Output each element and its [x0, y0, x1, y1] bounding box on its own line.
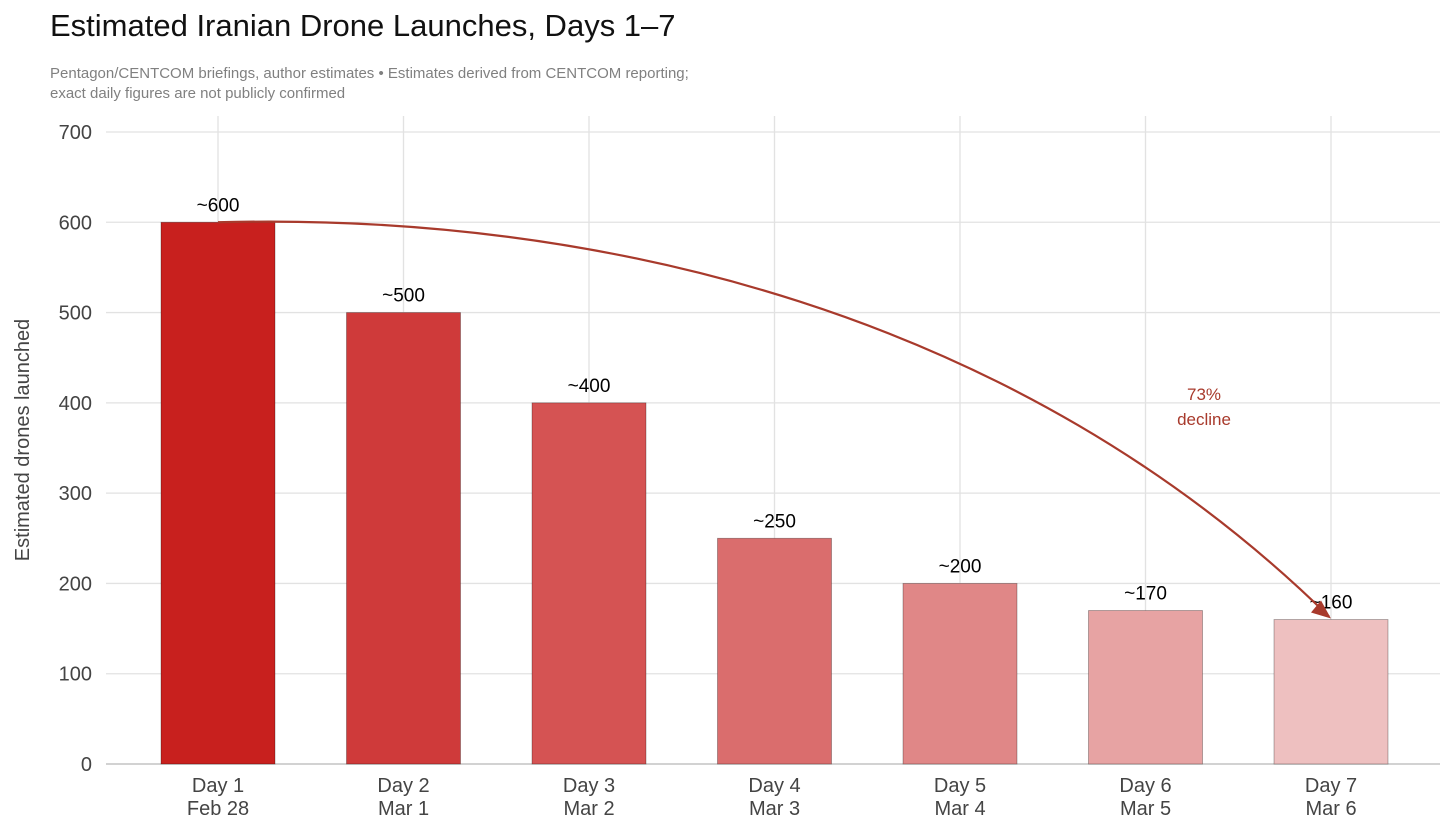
x-tick-label-day: Day 4 — [748, 775, 800, 797]
y-tick-label: 0 — [81, 754, 92, 776]
x-tick-label-day: Day 7 — [1305, 775, 1357, 797]
y-tick-label: 300 — [59, 483, 92, 505]
x-tick-label-date: Mar 1 — [378, 798, 429, 820]
x-tick-label-day: Day 3 — [563, 775, 615, 797]
chart-subtitle: Pentagon/CENTCOM briefings, author estim… — [50, 64, 870, 104]
value-label: ~170 — [1124, 584, 1167, 605]
y-axis-label: Estimated drones launched — [12, 319, 34, 561]
x-tick-label-day: Day 5 — [934, 775, 986, 797]
x-tick-label-date: Mar 3 — [749, 798, 800, 820]
decline-arrow — [217, 220, 1331, 619]
x-tick-label-day: Day 1 — [192, 775, 244, 797]
x-tick-label-day: Day 2 — [377, 775, 429, 797]
chart-title: Estimated Iranian Drone Launches, Days 1… — [50, 8, 676, 43]
value-label: ~200 — [939, 556, 982, 577]
bar — [1088, 610, 1203, 765]
value-label: ~500 — [382, 286, 425, 307]
y-axis-ticks: 0 100 200 300 400 500 600 700 — [59, 122, 92, 776]
value-labels: ~600~500~400~250~200~170 ~160 — [197, 195, 1353, 613]
arrow-curve — [217, 220, 1330, 618]
x-tick-label-date: Mar 6 — [1305, 798, 1356, 820]
bar — [531, 402, 647, 765]
bar — [1273, 619, 1389, 765]
bars — [160, 221, 1389, 765]
annotation-percent: 73% — [1187, 385, 1221, 404]
y-tick-label: 600 — [59, 212, 92, 234]
x-tick-label-date: Feb 28 — [187, 798, 249, 820]
x-tick-label-date: Mar 4 — [934, 798, 985, 820]
y-tick-label: 200 — [59, 573, 92, 595]
arrow-head — [1311, 600, 1331, 619]
value-label: ~250 — [753, 511, 796, 532]
subtitle-line-2: exact daily figures are not publicly con… — [50, 85, 346, 102]
bar — [717, 537, 832, 765]
y-tick-label: 700 — [59, 122, 92, 144]
x-tick-label-day: Day 6 — [1119, 775, 1171, 797]
subtitle-line-1: Pentagon/CENTCOM briefings, author estim… — [50, 65, 689, 82]
value-label: ~400 — [568, 376, 611, 397]
annotation-text: decline — [1177, 410, 1231, 429]
value-label: ~600 — [197, 195, 240, 216]
y-tick-label: 500 — [59, 303, 92, 325]
x-tick-label-date: Mar 2 — [563, 798, 614, 820]
bar — [902, 583, 1018, 765]
y-tick-label: 400 — [59, 393, 92, 415]
bar — [160, 221, 276, 765]
y-tick-label: 100 — [59, 664, 92, 686]
x-tick-label-date: Mar 5 — [1120, 798, 1171, 820]
bar — [346, 312, 461, 765]
